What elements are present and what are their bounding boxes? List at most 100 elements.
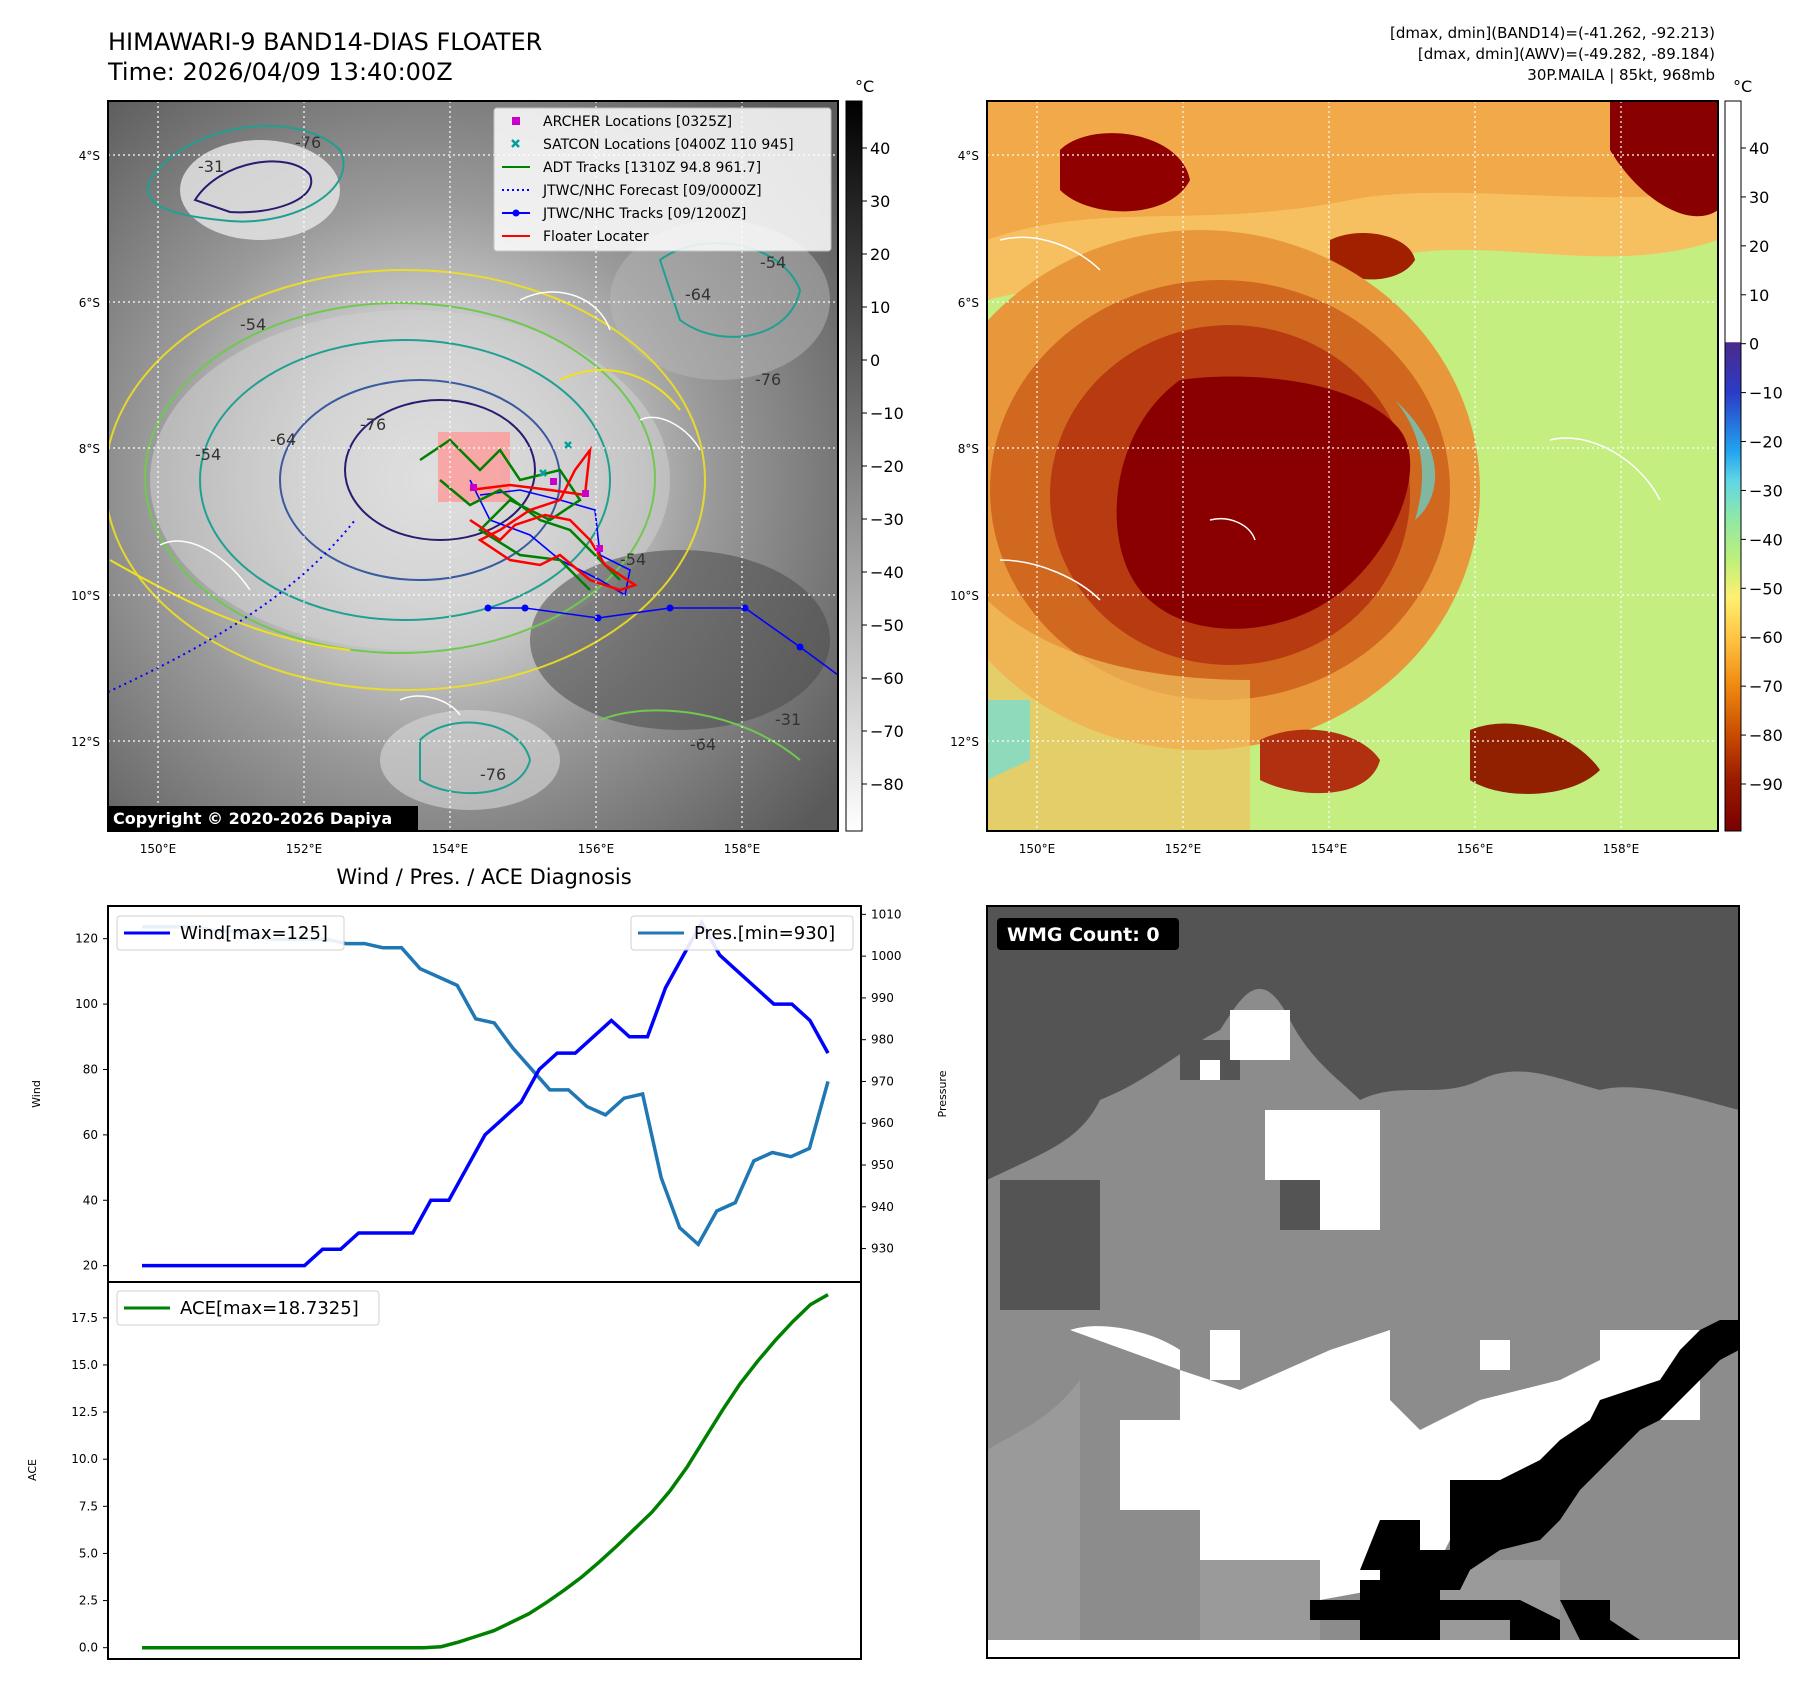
wmg-panel: WMG Count: 0 (986, 905, 1740, 1659)
lon-label: 154°E (1311, 842, 1348, 856)
wind-tick-label: 60 (83, 1128, 98, 1142)
figure-title: HIMAWARI-9 BAND14-DIAS FLOATER (108, 28, 542, 56)
pressure-tick-label: 940 (871, 1200, 894, 1214)
colorbar-tick-label: −20 (870, 457, 904, 476)
wind-pres-chart: 120 100 80 60 40 20 1010 1000 990 980 970 960 950 940… (30, 905, 949, 1283)
colorbar-tick-label: 30 (1749, 188, 1769, 207)
pressure-tick-label: 960 (871, 1116, 894, 1130)
ace-series-line (142, 1293, 829, 1650)
colorbar-tick-label: −50 (870, 616, 904, 635)
colorbar-tick-label: −70 (870, 722, 904, 741)
contour-label: -64 (685, 285, 711, 304)
wind-tick-label: 120 (75, 932, 98, 946)
lat-label: 12°S (950, 735, 979, 749)
contour-label: -64 (690, 735, 716, 754)
colorbar-tick-label: −90 (1749, 775, 1783, 794)
ace-tick-label: 12.5 (71, 1405, 98, 1419)
ace-tick-label: 10.0 (71, 1452, 98, 1466)
ace-legend: ACE[max=18.7325] (116, 1290, 380, 1326)
colorbar-tick-label: −70 (1749, 677, 1783, 696)
colorbar-tick-label: 0 (1749, 335, 1759, 354)
wind-tick-label: 80 (83, 1062, 98, 1076)
pressure-tick-label: 930 (871, 1242, 894, 1256)
lon-label: 150°E (1019, 842, 1056, 856)
colorbar-tick-label: −30 (870, 510, 904, 529)
wind-pres-legend: Wind[max=125] Pres.[min=930] (116, 915, 854, 951)
wmg-count-badge (997, 918, 1179, 950)
colorbar-tick-label: −80 (1749, 726, 1783, 745)
right-map-panel: 4°S 6°S 8°S 10°S 12°S 150°E 152°E 154°E … (950, 100, 1719, 856)
colorbar-tick-label: 20 (870, 245, 890, 264)
lon-label: 154°E (432, 842, 469, 856)
colorbar-tick-label: 20 (1749, 237, 1769, 256)
contour-label: -54 (195, 445, 221, 464)
pressure-tick-label: 1010 (871, 907, 902, 921)
legend-entry: JTWC/NHC Forecast [09/0000Z] (542, 183, 762, 199)
lon-label: 150°E (140, 842, 177, 856)
contour-label: -54 (620, 550, 646, 569)
colorbar-tick-label: 10 (870, 298, 890, 317)
lat-label: 4°S (79, 149, 100, 163)
wmg-count-text: WMG Count: 0 (1007, 924, 1160, 946)
lat-label: 10°S (950, 589, 979, 603)
colorbar-tick-label: −30 (1749, 481, 1783, 500)
colorbar-tick-label: −40 (870, 563, 904, 582)
colorbar-tick-label: −50 (1749, 579, 1783, 598)
map-legend: ARCHER Locations [0325Z] SATCON Location… (493, 107, 832, 252)
copyright-text: Copyright © 2020-2026 Dapiya (113, 809, 392, 828)
contour-label: -76 (295, 133, 321, 152)
lat-label: 10°S (71, 589, 100, 603)
lon-label: 156°E (1457, 842, 1494, 856)
left-colorbar: °C 40 30 20 10 0 −10 −20 −30 −40 −50 −60 −70 −80 (845, 77, 904, 832)
colorbar-tick-label: −40 (1749, 530, 1783, 549)
figure-time: Time: 2026/04/09 13:40:00Z (107, 58, 453, 86)
colorbar-tick-label: 0 (870, 351, 880, 370)
wind-axis-label: Wind (30, 1080, 43, 1108)
lat-label: 6°S (958, 296, 979, 310)
ace-tick-label: 5.0 (79, 1546, 98, 1560)
lat-label: 8°S (79, 442, 100, 456)
colorbar-tick-label: 40 (1749, 139, 1769, 158)
legend-entry: SATCON Locations [0400Z 110 945] (543, 137, 794, 153)
contour-label: -54 (240, 315, 266, 334)
contour-label: -76 (360, 415, 386, 434)
colorbar-tick-label: −10 (870, 404, 904, 423)
colorbar-tick-label: 40 (870, 139, 890, 158)
colorbar-tick-label: −60 (1749, 628, 1783, 647)
dmax-awv: [dmax, dmin](AWV)=(-49.282, -89.184) (1418, 45, 1715, 63)
wind-tick-label: 100 (75, 997, 98, 1011)
lat-label: 12°S (71, 735, 100, 749)
left-colorbar-unit: °C (855, 77, 874, 96)
ace-tick-label: 2.5 (79, 1594, 98, 1608)
storm-info: 30P.MAILA | 85kt, 968mb (1527, 66, 1715, 84)
pressure-tick-label: 950 (871, 1158, 894, 1172)
wind-tick-label: 40 (83, 1193, 98, 1207)
ace-chart: 17.5 15.0 12.5 10.0 7.5 5.0 2.5 0.0 ACE ACE[max… (26, 1281, 862, 1660)
wind-tick-label: 20 (83, 1259, 98, 1273)
legend-ace: ACE[max=18.7325] (180, 1298, 359, 1319)
ace-tick-label: 17.5 (71, 1311, 98, 1325)
diagnosis-title: Wind / Pres. / ACE Diagnosis (336, 865, 631, 889)
legend-archer-marker (512, 117, 520, 125)
lon-label: 156°E (578, 842, 615, 856)
legend-entry: JTWC/NHC Tracks [09/1200Z] (542, 206, 746, 222)
lon-label: 158°E (1603, 842, 1640, 856)
lat-label: 6°S (79, 296, 100, 310)
copyright-badge (108, 806, 418, 830)
colorbar-tick-label: −80 (870, 775, 904, 794)
lat-label: 8°S (958, 442, 979, 456)
right-colorbar-unit: °C (1733, 77, 1752, 96)
colorbar-tick-label: −10 (1749, 384, 1783, 403)
legend-entry: ADT Tracks [1310Z 94.8 961.7] (543, 160, 761, 176)
colorbar-tick-label: −60 (870, 669, 904, 688)
legend-entry: ARCHER Locations [0325Z] (543, 114, 732, 130)
ace-tick-label: 15.0 (71, 1358, 98, 1372)
contour-label: -31 (198, 157, 224, 176)
legend-entry: Floater Locater (543, 229, 649, 245)
pressure-tick-label: 990 (871, 991, 894, 1005)
right-colorbar: °C 40 30 20 10 0 −10 −20 −30 −40 −50 −60 −70 −80 −90 (1724, 77, 1783, 832)
pressure-axis-label: Pressure (936, 1070, 949, 1117)
lon-label: 152°E (286, 842, 323, 856)
colorbar-tick-label: 30 (870, 192, 890, 211)
dmax-band14: [dmax, dmin](BAND14)=(-41.262, -92.213) (1390, 24, 1715, 42)
